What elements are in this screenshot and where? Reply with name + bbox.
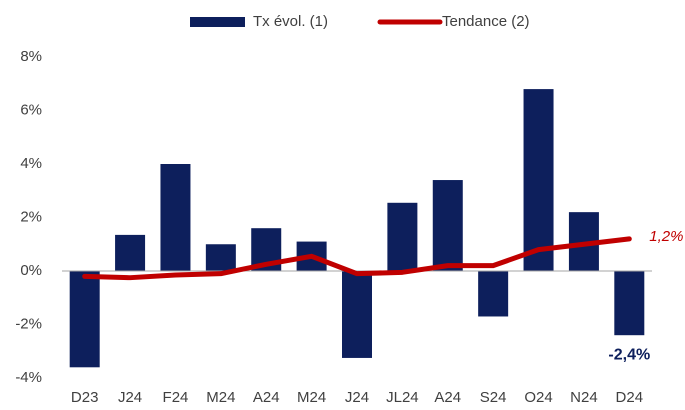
legend-label: Tx évol. (1) <box>253 13 328 30</box>
bar <box>478 271 509 317</box>
legend-swatch <box>190 17 245 27</box>
x-tick-label: A24 <box>434 389 461 406</box>
bar <box>614 271 645 336</box>
y-tick-label: 2% <box>20 208 42 225</box>
data-label: 1,2% <box>649 228 683 245</box>
x-tick-label: D23 <box>71 389 99 406</box>
y-tick-label: 0% <box>20 262 42 279</box>
bar <box>387 202 418 271</box>
x-tick-label: N24 <box>570 389 598 406</box>
x-tick-label: F24 <box>163 389 189 406</box>
bar <box>432 180 463 271</box>
bar <box>342 271 372 358</box>
bar <box>160 164 191 271</box>
x-tick-label: J24 <box>345 389 369 406</box>
legend-label: Tendance (2) <box>442 13 530 30</box>
y-tick-label: 8% <box>20 48 42 65</box>
y-tick-label: -2% <box>15 315 42 332</box>
x-tick-label: D24 <box>616 389 644 406</box>
bar <box>69 271 100 368</box>
x-tick-label: M24 <box>297 389 326 406</box>
bar <box>115 234 146 271</box>
bar <box>205 244 236 271</box>
y-tick-label: 6% <box>20 101 42 118</box>
y-tick-label: -4% <box>15 369 42 386</box>
data-label: -2,4% <box>608 346 650 363</box>
x-tick-label: J24 <box>118 389 142 406</box>
y-tick-label: 4% <box>20 155 42 172</box>
x-tick-label: JL24 <box>386 389 419 406</box>
trend-line <box>82 236 632 281</box>
x-tick-label: M24 <box>206 389 235 406</box>
x-tick-label: O24 <box>524 389 552 406</box>
x-tick-label: A24 <box>253 389 280 406</box>
x-tick-label: S24 <box>480 389 507 406</box>
bar <box>523 89 554 271</box>
